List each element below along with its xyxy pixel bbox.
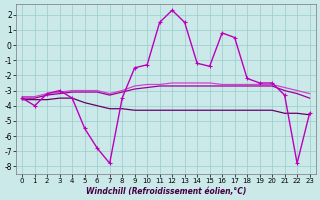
X-axis label: Windchill (Refroidissement éolien,°C): Windchill (Refroidissement éolien,°C)	[86, 187, 246, 196]
